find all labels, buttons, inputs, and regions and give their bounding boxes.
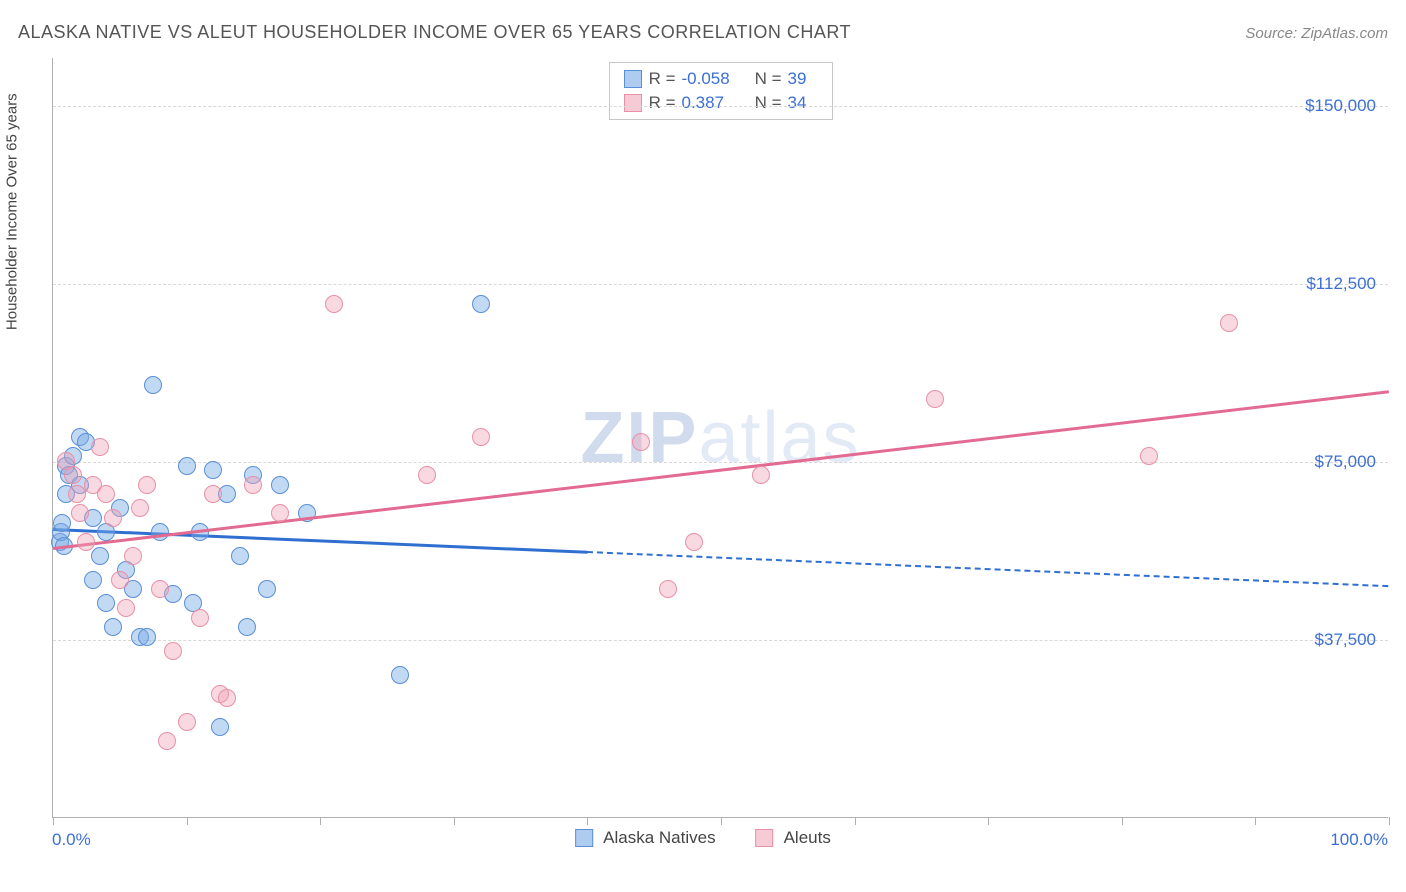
data-point: [91, 438, 109, 456]
legend-swatch-blue: [575, 829, 593, 847]
x-tick: [587, 817, 588, 825]
data-point: [117, 599, 135, 617]
x-axis-max-label: 100.0%: [1330, 830, 1388, 850]
data-point: [77, 533, 95, 551]
chart-header: ALASKA NATIVE VS ALEUT HOUSEHOLDER INCOM…: [18, 22, 1388, 43]
swatch-pink: [624, 94, 642, 112]
data-point: [472, 428, 490, 446]
data-point: [472, 295, 490, 313]
data-point: [124, 547, 142, 565]
bottom-legend: Alaska Natives Aleuts: [575, 828, 831, 848]
y-tick-label: $150,000: [1305, 96, 1376, 116]
data-point: [144, 376, 162, 394]
data-point: [158, 732, 176, 750]
stat-r-label-2: R =: [646, 93, 682, 113]
trend-line: [587, 551, 1389, 587]
data-point: [211, 718, 229, 736]
x-tick: [187, 817, 188, 825]
stat-r-blue: -0.058: [682, 69, 752, 89]
data-point: [391, 666, 409, 684]
stat-n-label-2: N =: [752, 93, 788, 113]
y-tick-label: $112,500: [1306, 274, 1376, 294]
chart-title: ALASKA NATIVE VS ALEUT HOUSEHOLDER INCOM…: [18, 22, 851, 43]
data-point: [64, 466, 82, 484]
data-point: [71, 504, 89, 522]
data-point: [91, 547, 109, 565]
data-point: [68, 485, 86, 503]
data-point: [659, 580, 677, 598]
data-point: [325, 295, 343, 313]
data-point: [218, 689, 236, 707]
data-point: [1220, 314, 1238, 332]
data-point: [151, 523, 169, 541]
data-point: [418, 466, 436, 484]
x-tick: [855, 817, 856, 825]
data-point: [271, 476, 289, 494]
stat-n-pink: 34: [788, 93, 818, 113]
data-point: [258, 580, 276, 598]
data-point: [204, 461, 222, 479]
data-point: [632, 433, 650, 451]
x-tick: [1122, 817, 1123, 825]
scatter-plot: ZIPatlas R = -0.058 N = 39 R = 0.387 N =…: [52, 58, 1388, 818]
data-point: [231, 547, 249, 565]
data-point: [926, 390, 944, 408]
data-point: [238, 618, 256, 636]
chart-source: Source: ZipAtlas.com: [1245, 25, 1388, 42]
data-point: [97, 594, 115, 612]
x-tick: [320, 817, 321, 825]
stat-r-label: R =: [646, 69, 682, 89]
legend-label-pink: Aleuts: [784, 828, 831, 848]
legend-item-alaska-natives: Alaska Natives: [575, 828, 715, 848]
watermark: ZIPatlas: [580, 397, 860, 479]
data-point: [84, 571, 102, 589]
data-point: [138, 628, 156, 646]
data-point: [752, 466, 770, 484]
stat-n-label: N =: [752, 69, 788, 89]
stat-r-pink: 0.387: [682, 93, 752, 113]
gridline: [53, 106, 1388, 107]
x-axis-min-label: 0.0%: [52, 830, 91, 850]
x-tick: [1255, 817, 1256, 825]
x-tick: [53, 817, 54, 825]
data-point: [164, 642, 182, 660]
data-point: [104, 618, 122, 636]
data-point: [53, 514, 71, 532]
data-point: [104, 509, 122, 527]
stat-n-blue: 39: [788, 69, 818, 89]
legend-label-blue: Alaska Natives: [603, 828, 715, 848]
data-point: [244, 476, 262, 494]
gridline: [53, 284, 1388, 285]
x-tick: [1389, 817, 1390, 825]
y-axis-label: Householder Income Over 65 years: [4, 93, 21, 330]
data-point: [191, 609, 209, 627]
data-point: [271, 504, 289, 522]
data-point: [97, 485, 115, 503]
y-tick-label: $37,500: [1315, 630, 1376, 650]
source-label: Source:: [1245, 25, 1301, 42]
data-point: [131, 499, 149, 517]
gridline: [53, 640, 1388, 641]
y-tick-label: $75,000: [1315, 452, 1376, 472]
data-point: [685, 533, 703, 551]
legend-swatch-pink: [756, 829, 774, 847]
data-point: [204, 485, 222, 503]
legend-item-aleuts: Aleuts: [756, 828, 831, 848]
x-tick: [454, 817, 455, 825]
data-point: [111, 571, 129, 589]
data-point: [138, 476, 156, 494]
data-point: [1140, 447, 1158, 465]
stats-legend-box: R = -0.058 N = 39 R = 0.387 N = 34: [609, 62, 833, 120]
x-tick: [721, 817, 722, 825]
source-value: ZipAtlas.com: [1301, 25, 1388, 42]
data-point: [178, 713, 196, 731]
gridline: [53, 462, 1388, 463]
data-point: [178, 457, 196, 475]
data-point: [151, 580, 169, 598]
x-tick: [988, 817, 989, 825]
swatch-blue: [624, 70, 642, 88]
